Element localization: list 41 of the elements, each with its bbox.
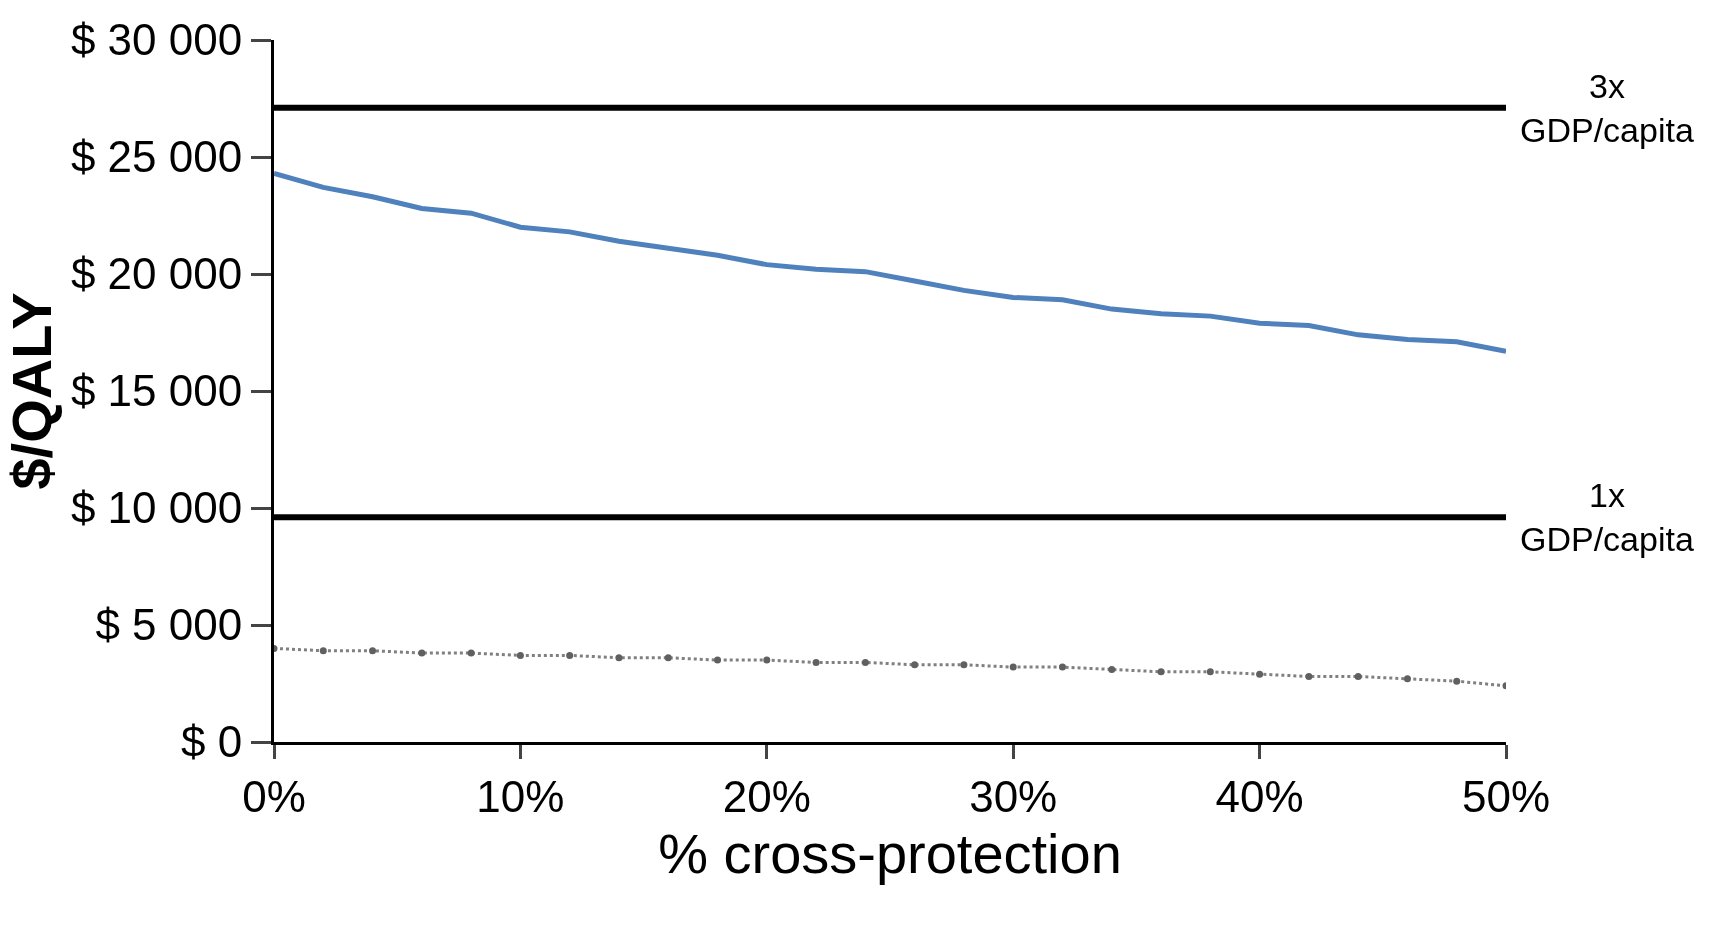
point [1305, 672, 1313, 680]
point [1453, 677, 1461, 685]
point [812, 658, 820, 666]
point [369, 647, 377, 655]
x-tick-label: 20% [722, 771, 811, 821]
point [516, 651, 524, 659]
y-tick-label: $ 20 000 [70, 249, 243, 299]
x-tick-label: 50% [1461, 771, 1551, 821]
point [1058, 663, 1066, 671]
point [418, 649, 426, 657]
point [960, 661, 968, 669]
y-tick-label: $ 10 000 [70, 483, 243, 533]
y-axis-title: $/QALY [0, 292, 63, 490]
y-tick-label: $ 0 [181, 717, 243, 767]
point [1206, 668, 1214, 676]
x-axis-title: % cross-protection [658, 822, 1122, 886]
point [714, 656, 722, 664]
x-tick-label: 0% [242, 771, 306, 821]
point [1256, 670, 1264, 678]
ref-line-label: 3x GDP/capita [1520, 67, 1694, 150]
point [911, 661, 919, 669]
y-tick-label: $ 5 000 [95, 600, 243, 650]
point [566, 651, 574, 659]
ref-line-label: 1x GDP/capita [1520, 476, 1694, 559]
point [615, 654, 623, 662]
point [1354, 672, 1362, 680]
point [861, 658, 869, 666]
point [1009, 663, 1017, 671]
point [319, 647, 327, 655]
y-tick-label: $ 15 000 [70, 366, 243, 416]
point [1403, 675, 1411, 683]
x-tick-label: 30% [969, 771, 1058, 821]
point [664, 654, 672, 662]
y-tick-label: $ 25 000 [70, 132, 243, 182]
point [467, 649, 475, 657]
x-tick-label: 40% [1215, 771, 1304, 821]
point [763, 656, 771, 664]
point [1157, 668, 1165, 676]
point [1108, 665, 1116, 673]
y-tick-label: $ 30 000 [70, 15, 243, 65]
x-tick-label: 10% [476, 771, 565, 821]
